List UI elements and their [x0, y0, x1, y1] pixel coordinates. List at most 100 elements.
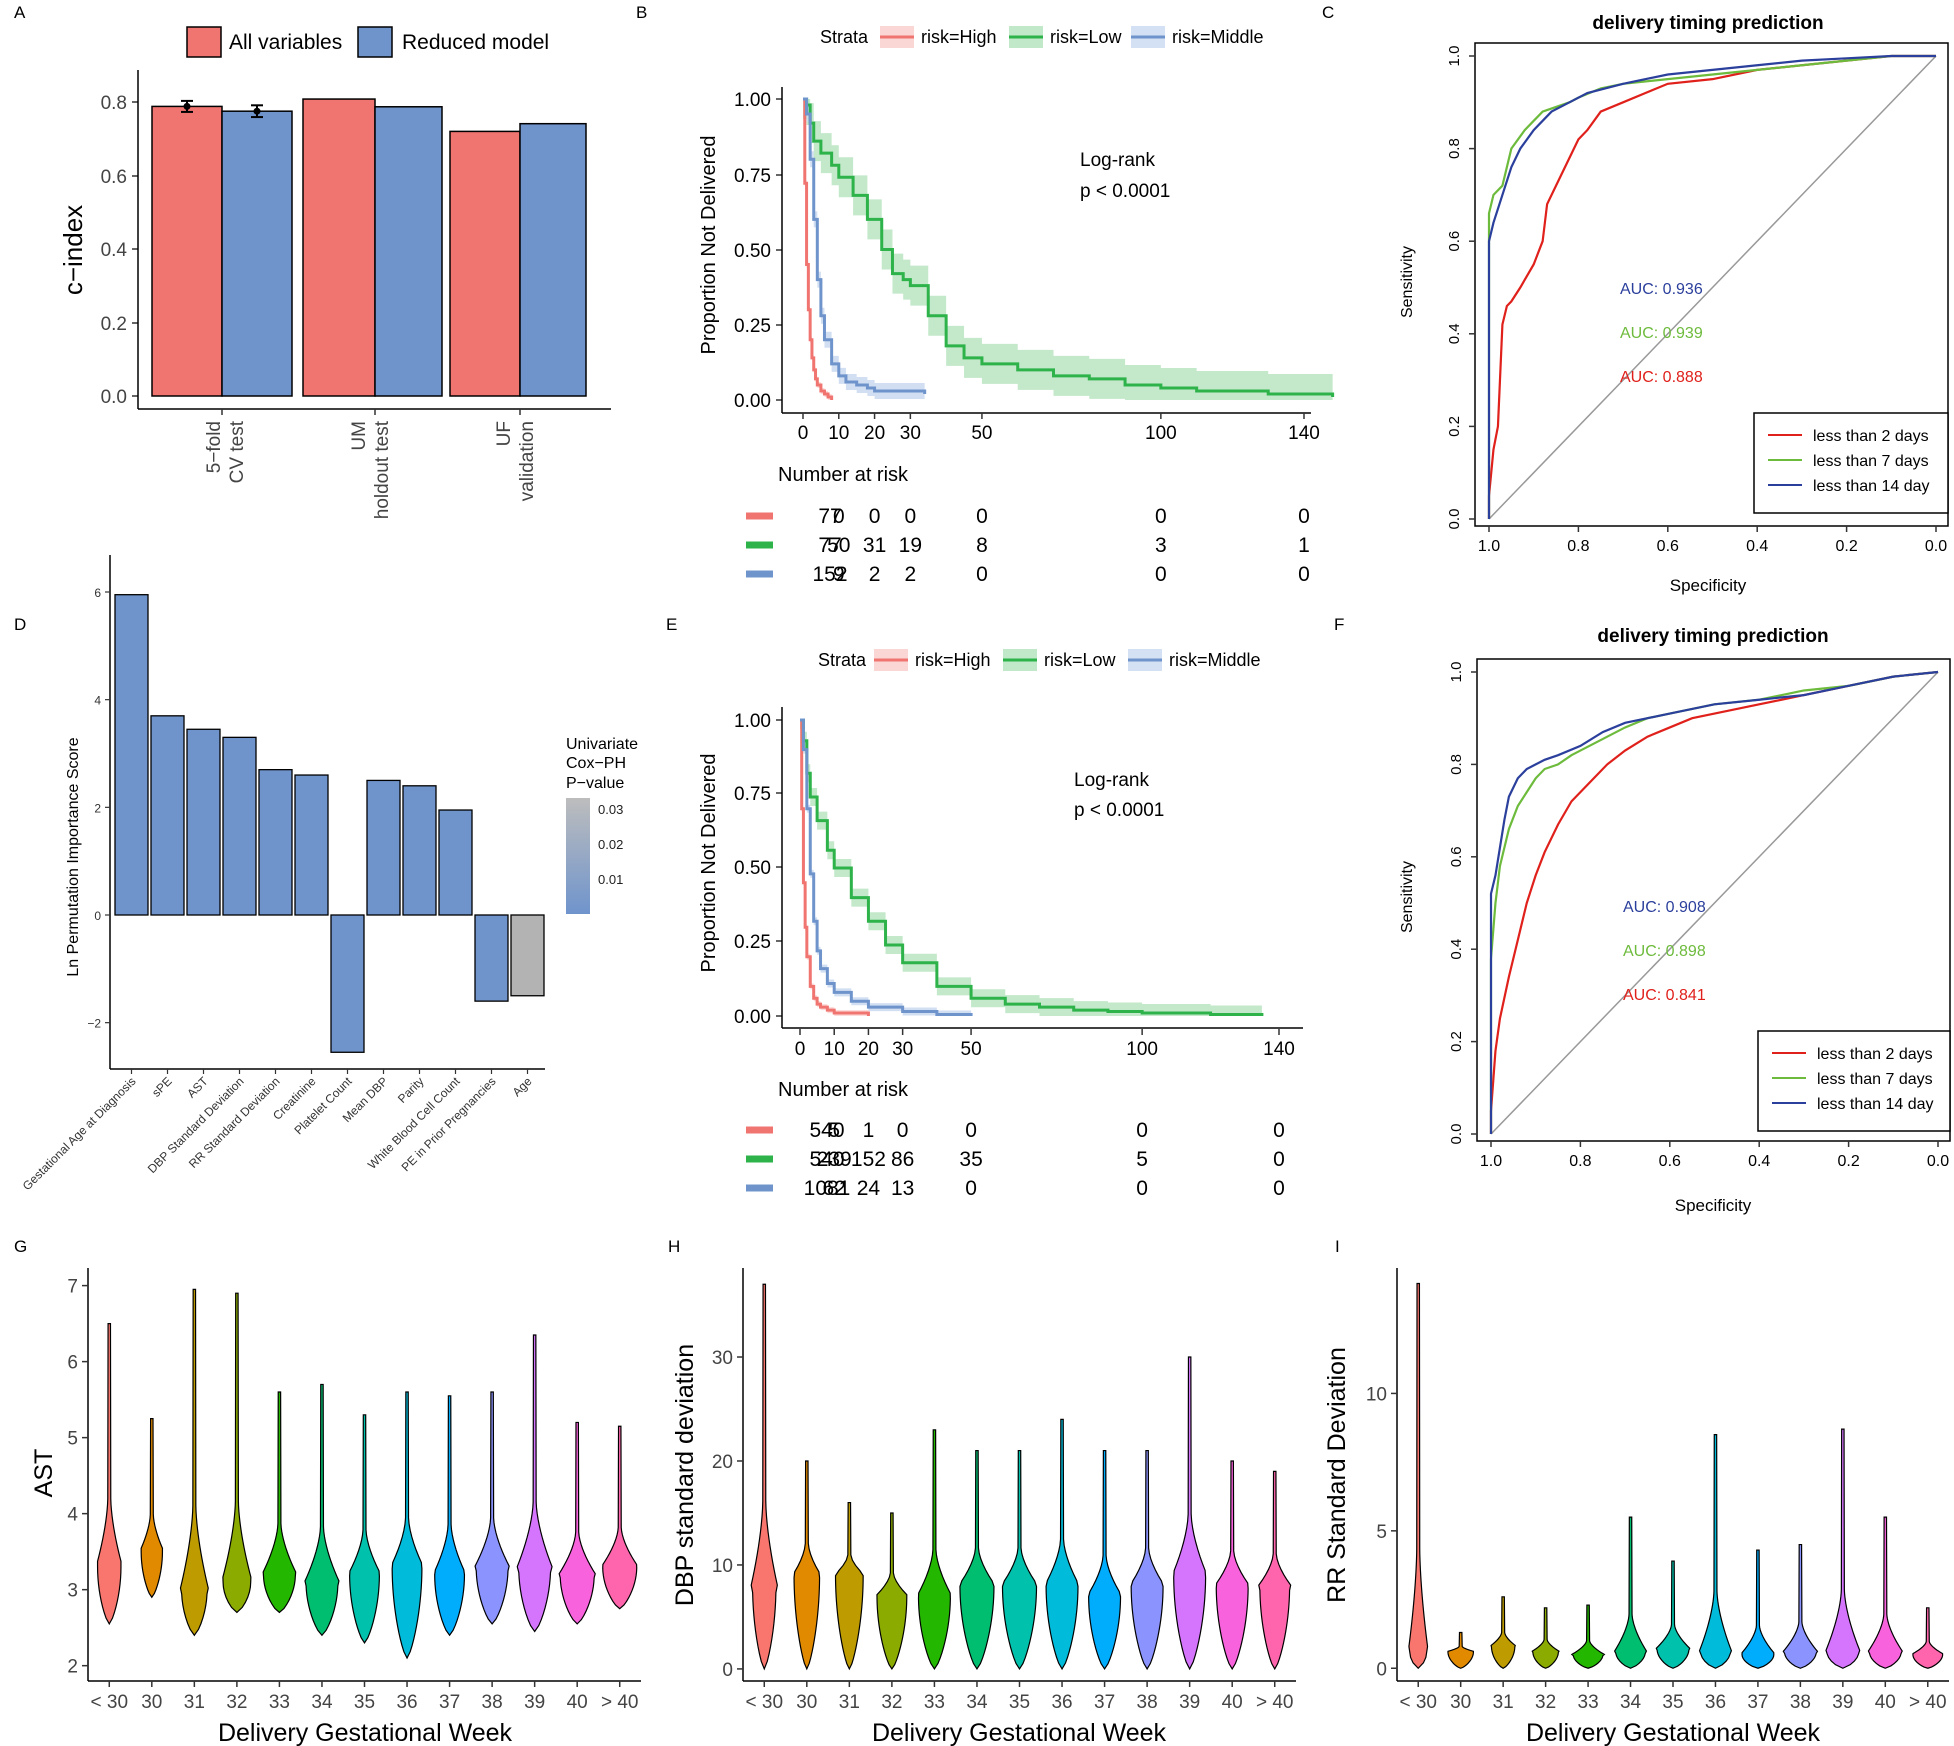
y-tick-label: 10: [1366, 1384, 1387, 1405]
violin-31: [834, 1501, 864, 1671]
y-tick-label: 0.00: [734, 391, 771, 412]
x-tick-label: 30: [900, 423, 921, 444]
x-tick-label: 39: [1179, 1692, 1200, 1713]
risk-count: 0: [1273, 1148, 1285, 1171]
x-tick-label: > 40: [1256, 1692, 1294, 1713]
risk-count: 8: [976, 534, 988, 557]
violin-31: [1490, 1596, 1516, 1669]
y-axis-label: DBP standard deviation: [671, 1344, 699, 1606]
risk-count: 62: [823, 1177, 846, 1200]
x-tick-label: 0.8: [1567, 538, 1589, 555]
risk-count: 13: [891, 1177, 914, 1200]
risk-count: 86: [891, 1148, 914, 1171]
x-tick-label: 33: [1578, 1692, 1599, 1713]
x-tick-label: 33: [924, 1692, 945, 1713]
risk-count: 0: [897, 1119, 909, 1142]
risk-count: 0: [869, 505, 881, 528]
panel-label-b: B: [636, 3, 647, 22]
violin-34: [304, 1383, 340, 1637]
bar-reduced-0: [221, 110, 293, 397]
risk-count: 0: [1273, 1177, 1285, 1200]
legend-label: less than 2 days: [1813, 428, 1929, 445]
x-tick-label: 38: [1137, 1692, 1158, 1713]
x-tick-label: < 30: [746, 1692, 784, 1713]
risk-count: 2: [869, 563, 881, 586]
x-tick-label: 37: [1747, 1692, 1768, 1713]
km-curves-e: [800, 718, 1264, 1017]
auc-label: AUC: 0.908: [1623, 899, 1706, 916]
x-tick-label: 38: [1790, 1692, 1811, 1713]
ci-band-risk=Low: [803, 99, 1333, 400]
legend-box: [1753, 412, 1949, 514]
logrank-pvalue: p < 0.0001: [1074, 800, 1164, 821]
y-tick-label: 0.0: [1446, 509, 1463, 530]
x-tick-label: 1.0: [1478, 538, 1500, 555]
y-axis-label: Sensitivity: [1399, 246, 1416, 318]
panel-f: delivery timing prediction Sensitivity S…: [1399, 626, 1951, 1215]
violin-33: [1570, 1604, 1606, 1669]
mean-point: [183, 102, 191, 110]
violin-36: [1045, 1418, 1079, 1671]
x-axis-label: Delivery Gestational Week: [218, 1719, 513, 1746]
y-axis-label: Proportion Not Delivered: [698, 136, 720, 355]
legend-label-all-variables: All variables: [229, 31, 342, 54]
km-curve-risk=High: [800, 718, 870, 1016]
x-tick-label: 33: [269, 1692, 290, 1713]
x-tick-label: 35: [1662, 1692, 1683, 1713]
legend-title: Univariate: [566, 736, 638, 753]
x-tick-label: 0.0: [1927, 1153, 1949, 1170]
roc-curve-less than 7 days: [1489, 670, 1939, 1134]
violin-37: [1088, 1449, 1122, 1671]
panel-label-a: A: [14, 3, 26, 22]
legend-title: P−value: [566, 775, 624, 792]
x-tick-label: 20: [864, 423, 885, 444]
bar-all-2: [449, 130, 521, 397]
importance-bar: [186, 728, 221, 916]
risk-count: 77: [818, 534, 841, 557]
panel-label-g: G: [14, 1237, 27, 1256]
strata-label-low: risk=Low: [1044, 650, 1117, 670]
violin-34: [1613, 1516, 1648, 1669]
x-tick-label: 36: [1705, 1692, 1726, 1713]
risk-count: 0: [976, 563, 988, 586]
x-tick-label: 31: [184, 1692, 205, 1713]
violin-> 40: [1912, 1607, 1944, 1669]
legend-tick: 0.03: [598, 802, 623, 817]
violin-35: [1001, 1449, 1038, 1671]
panel-label-e: E: [666, 615, 677, 634]
risk-count: 31: [863, 534, 886, 557]
mean-point: [253, 107, 261, 115]
x-ticks-e: 0 10 20 30 50 100 140: [795, 1029, 1295, 1060]
y-tick-label: 2: [67, 1657, 78, 1678]
violin-< 30: [1408, 1282, 1429, 1670]
x-tick-label: 0.4: [1746, 538, 1768, 555]
x-tick-label: 0.2: [1835, 538, 1857, 555]
auc-label: AUC: 0.898: [1623, 943, 1706, 960]
km-curve-risk=Middle: [803, 97, 927, 394]
strata-title: Strata: [820, 27, 869, 47]
km-curve-risk=Middle: [800, 718, 973, 1017]
x-tick-label: 40: [1875, 1692, 1896, 1713]
x-tick-label: 140: [1288, 423, 1320, 444]
x-tick-label: 37: [1094, 1692, 1115, 1713]
legend-title: Cox−PH: [566, 755, 626, 772]
violin-40: [558, 1421, 596, 1625]
x-tick-label: 36: [396, 1692, 417, 1713]
risk-count: 5: [1136, 1148, 1148, 1171]
y-tick-label: 1.0: [1448, 662, 1465, 683]
roc-curve-less than 14 day: [1487, 54, 1936, 519]
risk-count: 540: [809, 1119, 844, 1142]
y-tick-label: 0.8: [101, 93, 127, 114]
risk-count: 152: [812, 563, 847, 586]
y-tick-label: 0.0: [1448, 1124, 1465, 1145]
y-ticks: 0.0 0.2 0.4 0.6 0.8: [101, 93, 128, 408]
x-tick-label: 0.0: [1925, 538, 1947, 555]
x-tick-label: UM: [349, 421, 370, 451]
legend-tick: 0.02: [598, 837, 623, 852]
x-tick-label: 0.4: [1748, 1153, 1770, 1170]
violins-i: 0 5 10 < 30 30 31 32 33 34 35 36 37 38 39 40 > 40: [1366, 1268, 1949, 1713]
km-curve-risk=Low: [800, 718, 1264, 1017]
bar-reduced-1: [374, 106, 443, 397]
x-tick-label: 36: [1051, 1692, 1072, 1713]
